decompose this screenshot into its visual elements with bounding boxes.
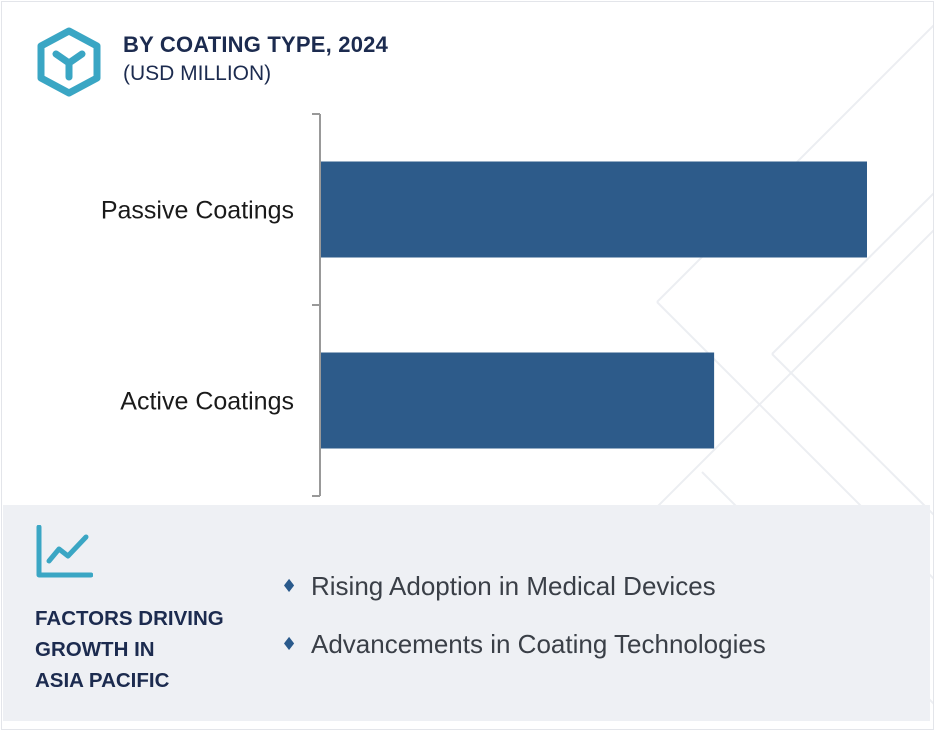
chart-header: BY COATING TYPE, 2024 (USD MILLION) [2, 2, 933, 102]
growth-factors-panel: FACTORS DRIVING GROWTH IN ASIA PACIFIC ♦… [3, 505, 930, 721]
diamond-bullet-icon: ♦ [281, 575, 298, 597]
category-label: Passive Coatings [101, 197, 294, 225]
bar-passive-coatings [321, 161, 867, 258]
factor-text: Advancements in Coating Technologies [311, 628, 766, 659]
category-label: Active Coatings [120, 388, 294, 416]
factors-heading: FACTORS DRIVING GROWTH IN ASIA PACIFIC [35, 603, 275, 696]
factors-heading-line: FACTORS DRIVING [35, 607, 224, 630]
factors-list: ♦ Rising Adoption in Medical Devices ♦ A… [281, 571, 766, 687]
chart-subtitle: (USD MILLION) [123, 62, 272, 85]
hexagon-y-logo-icon [37, 27, 101, 97]
factors-heading-line: ASIA PACIFIC [35, 669, 170, 692]
diamond-bullet-icon: ♦ [281, 633, 298, 655]
chart-title: BY COATING TYPE, 2024 [123, 32, 389, 57]
factor-item: ♦ Advancements in Coating Technologies [281, 629, 766, 659]
factors-heading-line: GROWTH IN [35, 638, 155, 661]
factor-text: Rising Adoption in Medical Devices [311, 570, 716, 601]
bar-chart: Passive Coatings Active Coatings [101, 113, 867, 497]
factor-item: ♦ Rising Adoption in Medical Devices [281, 571, 766, 601]
bar-active-coatings [321, 352, 715, 449]
trend-line-chart-icon [36, 525, 93, 578]
